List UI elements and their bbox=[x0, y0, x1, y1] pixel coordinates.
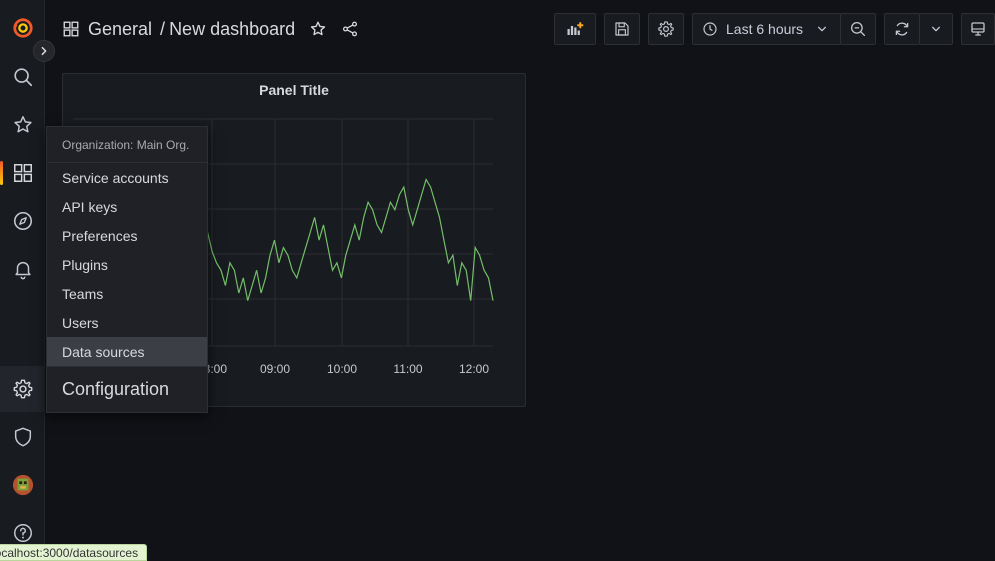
star-icon bbox=[13, 116, 32, 133]
sidebar-item-help[interactable] bbox=[0, 513, 45, 553]
menu-item-service-accounts[interactable]: Service accounts bbox=[62, 169, 169, 186]
time-range-label: Last 6 hours bbox=[726, 21, 804, 37]
zoom-out-icon bbox=[850, 21, 866, 37]
chevron-down-icon bbox=[932, 26, 940, 32]
menu-item-api-keys[interactable]: API keys bbox=[62, 198, 118, 215]
dashboard-settings-button[interactable] bbox=[648, 13, 684, 45]
sidebar-item-profile[interactable] bbox=[0, 465, 45, 505]
refresh-button[interactable] bbox=[884, 13, 920, 45]
search-icon bbox=[13, 68, 32, 87]
menu-item-data-sources[interactable]: Data sources bbox=[47, 337, 207, 366]
add-panel-button[interactable] bbox=[554, 13, 596, 45]
clock-icon bbox=[703, 22, 717, 36]
x-tick-label: 09:00 bbox=[260, 362, 290, 376]
sidebar bbox=[0, 0, 45, 561]
sidebar-item-dashboards[interactable] bbox=[0, 153, 45, 193]
monitor-icon bbox=[971, 22, 985, 36]
x-tick-label: 11:00 bbox=[393, 362, 422, 376]
refresh-interval-dropdown[interactable] bbox=[919, 13, 953, 45]
x-tick-label: 10:00 bbox=[327, 362, 357, 376]
sidebar-item-server-admin[interactable] bbox=[0, 417, 45, 457]
time-range-picker[interactable]: Last 6 hours bbox=[692, 13, 841, 45]
x-tick-label: 12:00 bbox=[459, 362, 489, 376]
zoom-out-button[interactable] bbox=[840, 13, 876, 45]
menu-item-teams[interactable]: Teams bbox=[62, 285, 104, 302]
save-dashboard-button[interactable] bbox=[604, 13, 640, 45]
menu-item-plugins[interactable]: Plugins bbox=[62, 256, 108, 273]
avatar bbox=[12, 474, 33, 496]
sidebar-expand-button[interactable] bbox=[33, 40, 55, 62]
help-icon bbox=[13, 524, 32, 542]
save-icon bbox=[615, 22, 629, 36]
tv-mode-button[interactable] bbox=[961, 13, 995, 45]
breadcrumb-folder[interactable]: General bbox=[88, 18, 153, 39]
refresh-icon bbox=[895, 22, 909, 36]
star-icon[interactable] bbox=[309, 20, 327, 38]
shield-icon bbox=[14, 427, 31, 447]
breadcrumb-separator: / bbox=[160, 18, 166, 39]
grafana-logo-icon[interactable] bbox=[0, 8, 45, 48]
compass-icon bbox=[13, 211, 32, 231]
add-panel-icon bbox=[567, 22, 584, 35]
sidebar-item-starred[interactable] bbox=[0, 105, 45, 145]
sidebar-item-alerting[interactable] bbox=[0, 249, 45, 289]
chevron-down-icon bbox=[818, 26, 827, 32]
panel-title[interactable]: Panel Title bbox=[259, 82, 329, 98]
menu-item-users[interactable]: Users bbox=[62, 314, 99, 331]
grafana-logo-icon bbox=[12, 17, 33, 38]
sidebar-item-search[interactable] bbox=[0, 57, 45, 97]
status-bar-url: localhost:3000/datasources bbox=[0, 544, 147, 561]
gear-icon bbox=[658, 21, 674, 37]
dashboard-title[interactable]: New dashboard bbox=[169, 18, 296, 39]
bell-icon bbox=[14, 261, 31, 280]
menu-item-preferences[interactable]: Preferences bbox=[62, 227, 138, 244]
series-line bbox=[162, 178, 494, 309]
menu-configuration-title[interactable]: Configuration bbox=[47, 366, 207, 412]
sidebar-item-configuration[interactable] bbox=[0, 366, 45, 412]
breadcrumb: General / New dashboard bbox=[62, 14, 359, 44]
gear-icon bbox=[13, 379, 32, 399]
apps-icon bbox=[13, 164, 32, 182]
apps-icon bbox=[63, 21, 79, 37]
menu-org-header: Organization: Main Org. bbox=[47, 127, 207, 163]
sidebar-item-explore[interactable] bbox=[0, 201, 45, 241]
configuration-menu: Organization: Main Org. Service accounts… bbox=[46, 126, 208, 413]
share-icon[interactable] bbox=[341, 20, 359, 38]
chevron-right-icon bbox=[41, 46, 47, 56]
